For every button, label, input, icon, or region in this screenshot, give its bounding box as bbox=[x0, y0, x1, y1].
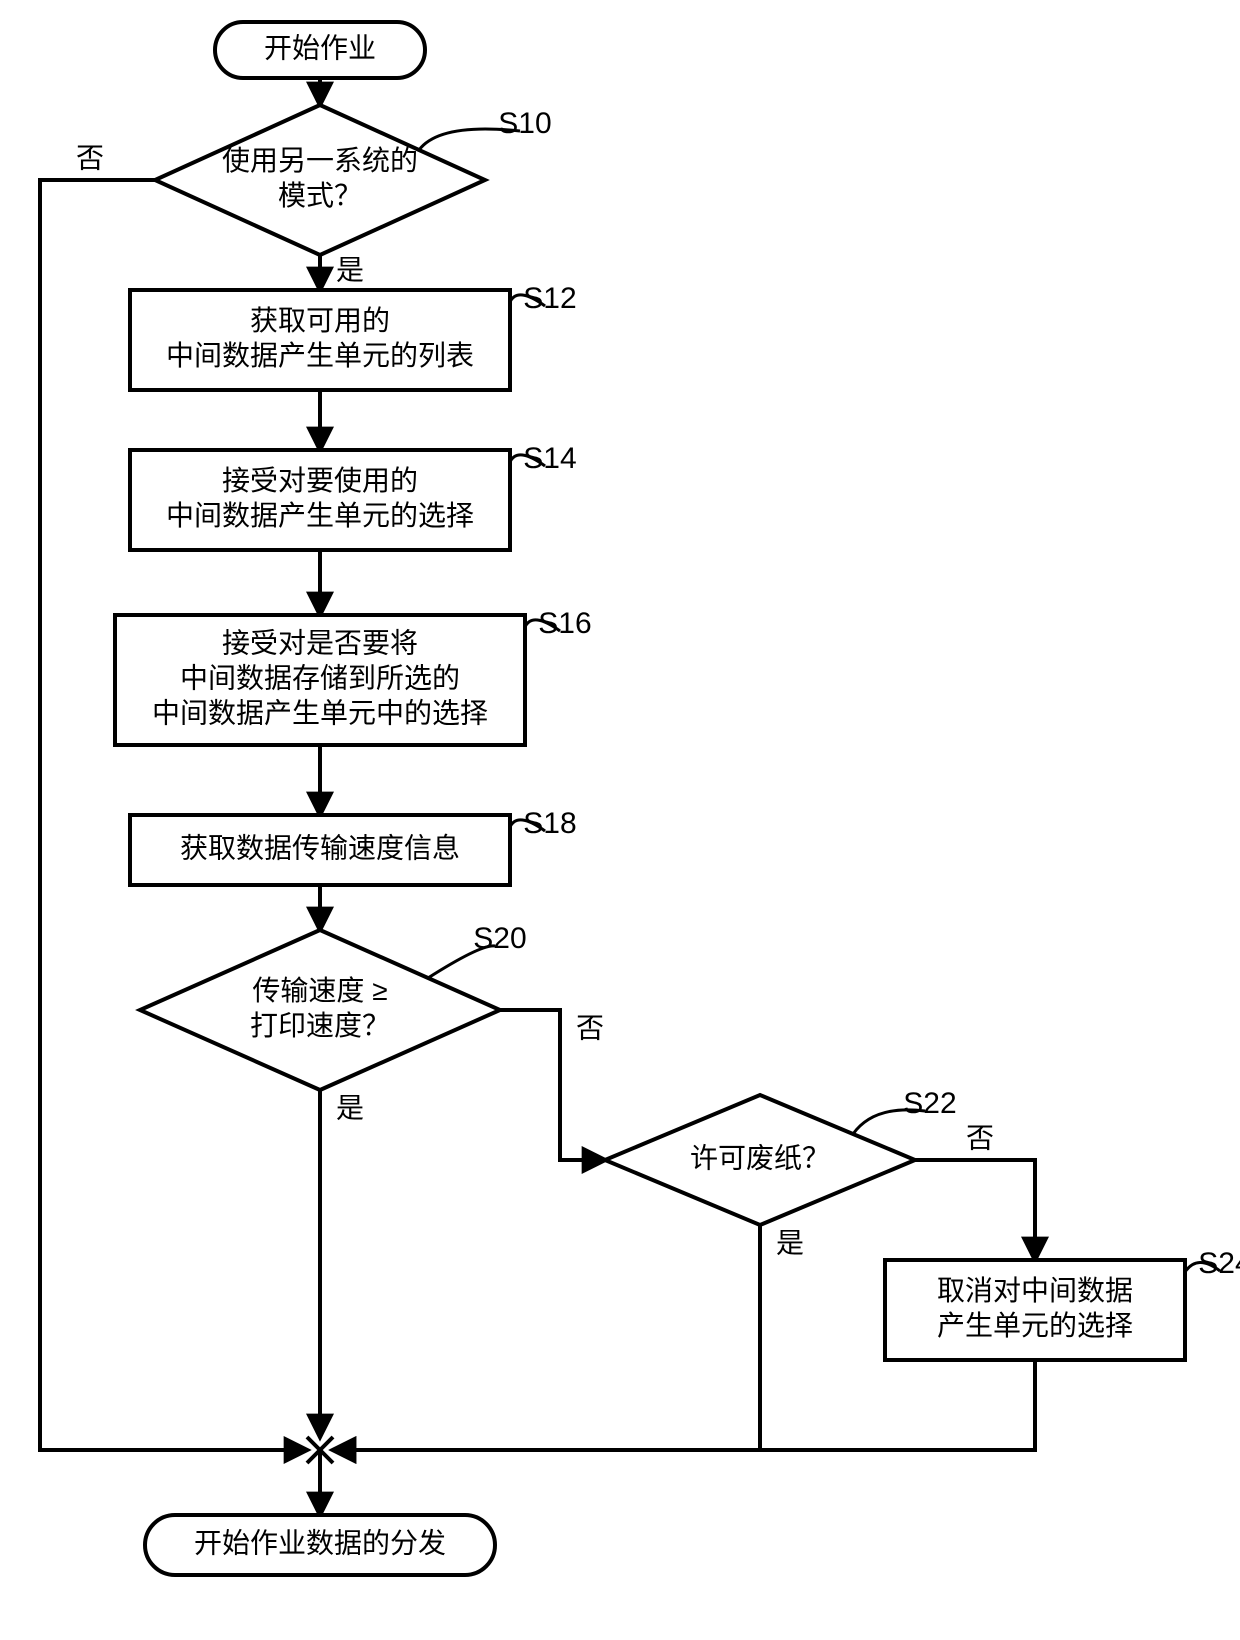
step-label: S10 bbox=[498, 107, 551, 140]
node-s20: 传输速度 ≥打印速度？S20 bbox=[140, 922, 527, 1090]
node-end: 开始作业数据的分发 bbox=[145, 1515, 495, 1575]
edge bbox=[915, 1160, 1035, 1260]
node-text: 取消对中间数据 bbox=[937, 1275, 1133, 1306]
node-start: 开始作业 bbox=[215, 22, 425, 78]
node-text: 获取数据传输速度信息 bbox=[180, 832, 460, 863]
edge bbox=[333, 1225, 760, 1450]
flowchart-svg: 是否是否是否开始作业使用另一系统的模式？S10获取可用的中间数据产生单元的列表S… bbox=[0, 0, 1240, 1640]
edge-label: 是 bbox=[336, 254, 364, 285]
node-text: 中间数据产生单元的选择 bbox=[166, 500, 474, 531]
nodes-group: 开始作业使用另一系统的模式？S10获取可用的中间数据产生单元的列表S12接受对要… bbox=[115, 22, 1240, 1575]
node-s22: 许可废纸？ S22 bbox=[605, 1087, 957, 1225]
node-text: 模式？ bbox=[278, 180, 362, 211]
node-text: 中间数据存储到所选的 bbox=[180, 662, 460, 693]
node-text: 中间数据产生单元的列表 bbox=[166, 340, 474, 371]
node-s12: 获取可用的中间数据产生单元的列表S12 bbox=[130, 282, 577, 390]
edge-label: 否 bbox=[76, 142, 104, 173]
node-text: 开始作业 bbox=[264, 32, 376, 63]
node-s16: 接受对是否要将中间数据存储到所选的中间数据产生单元中的选择S16 bbox=[115, 607, 592, 745]
node-text: 许可废纸？ bbox=[690, 1142, 830, 1173]
node-text: 打印速度？ bbox=[250, 1010, 390, 1041]
edge-label: 是 bbox=[336, 1092, 364, 1123]
node-s10: 使用另一系统的模式？ S10 bbox=[155, 105, 552, 255]
step-label: S22 bbox=[903, 1087, 956, 1120]
edge-label: 是 bbox=[776, 1227, 804, 1258]
edge-label: 否 bbox=[576, 1012, 604, 1043]
flowchart-container: 是否是否是否开始作业使用另一系统的模式？S10获取可用的中间数据产生单元的列表S… bbox=[0, 0, 1240, 1640]
node-text: 中间数据产生单元中的选择 bbox=[152, 697, 488, 728]
node-text: 开始作业数据的分发 bbox=[194, 1527, 446, 1558]
node-s24: 取消对中间数据产生单元的选择S24 bbox=[885, 1247, 1240, 1360]
node-text: 使用另一系统的 bbox=[222, 145, 418, 176]
node-text: 获取可用的 bbox=[250, 305, 390, 336]
node-text: 接受对是否要将 bbox=[222, 627, 418, 658]
edge bbox=[333, 1360, 1035, 1450]
node-text: 产生单元的选择 bbox=[937, 1310, 1133, 1341]
node-s18: 获取数据传输速度信息S18 bbox=[130, 807, 577, 885]
node-text: 接受对要使用的 bbox=[222, 465, 418, 496]
node-s14: 接受对要使用的中间数据产生单元的选择S14 bbox=[130, 442, 577, 550]
edge-label: 否 bbox=[966, 1122, 994, 1153]
node-text: 传输速度 ≥ bbox=[252, 975, 387, 1006]
